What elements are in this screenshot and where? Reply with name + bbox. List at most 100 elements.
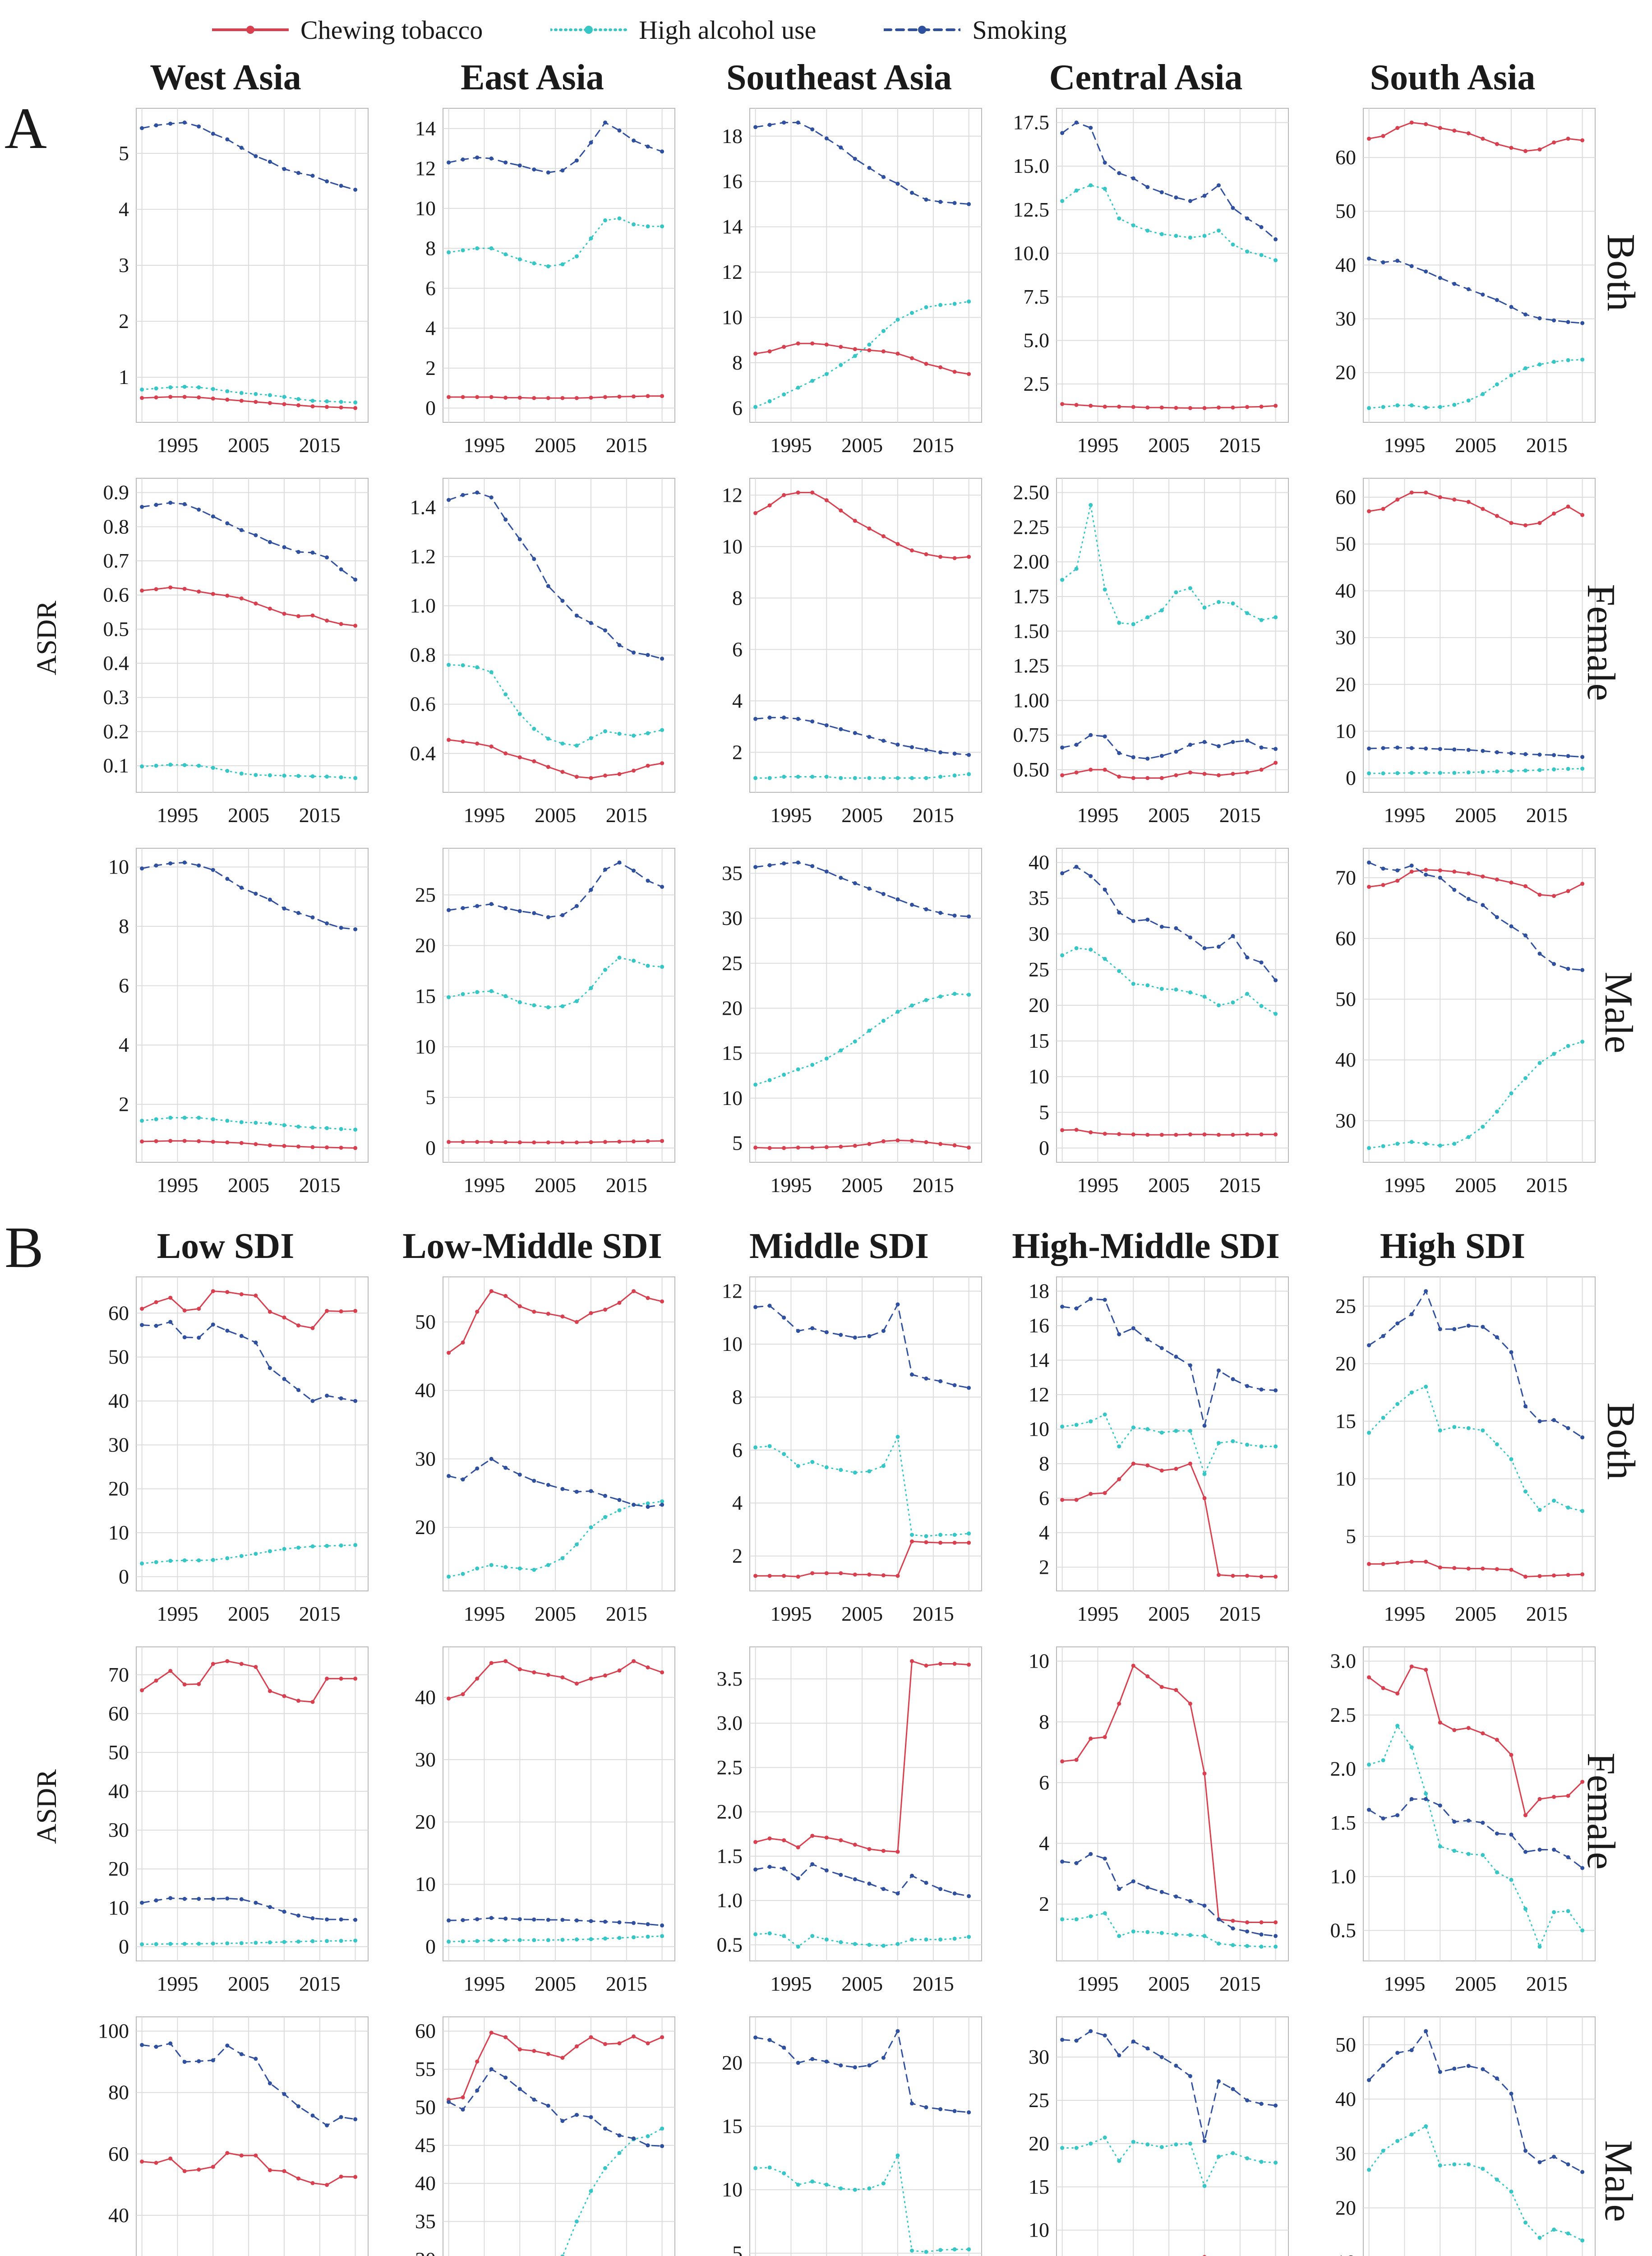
data-point (353, 1676, 358, 1681)
col-title-low-middle-sdi: Low-Middle SDI (402, 1226, 662, 1266)
chart-central-asia-male: 0 5 10 15 20 25 30 35 40 1995 2005 2015 (997, 841, 1295, 1211)
data-point (1495, 382, 1499, 387)
data-point (796, 1145, 800, 1150)
data-point (910, 311, 914, 315)
data-point (767, 863, 772, 868)
data-point (1580, 1509, 1585, 1513)
data-point (617, 1936, 622, 1940)
data-point (168, 2156, 173, 2161)
y-tick-label: 14 (1029, 1349, 1049, 1372)
data-point (1174, 195, 1178, 200)
data-point (1231, 2087, 1235, 2091)
data-point (1089, 1419, 1093, 1424)
data-point (1060, 199, 1065, 203)
data-point (1495, 1567, 1499, 1572)
data-point (1231, 740, 1235, 744)
data-point (1523, 1907, 1527, 1911)
data-point (447, 995, 451, 999)
data-point (952, 201, 957, 205)
data-point (574, 2219, 579, 2224)
data-point (1245, 405, 1250, 409)
data-point (1274, 258, 1278, 263)
x-tick-label: 2005 (841, 804, 883, 827)
data-point (1074, 402, 1079, 407)
data-point (1060, 1498, 1065, 1502)
data-point (532, 557, 536, 561)
data-point (617, 1498, 622, 1502)
data-point (325, 2123, 329, 2127)
data-point (910, 1373, 914, 1377)
data-point (310, 1326, 315, 1330)
data-point (632, 650, 636, 655)
data-point (1537, 952, 1542, 956)
data-point (632, 2136, 636, 2140)
series-alcohol (1061, 185, 1277, 261)
data-point (782, 775, 786, 779)
y-tick-label: 10 (1029, 1417, 1049, 1440)
x-tick-label: 1995 (1077, 434, 1118, 457)
data-point (325, 1145, 329, 1150)
data-point (967, 753, 971, 757)
data-point (1367, 2078, 1371, 2082)
data-point (1202, 2184, 1207, 2188)
data-point (1203, 2255, 1206, 2256)
y-tick-label: 70 (108, 1663, 129, 1686)
data-point (140, 1323, 144, 1327)
data-point (503, 2035, 508, 2039)
data-point (197, 1139, 201, 1143)
data-point (853, 2187, 857, 2192)
data-point (1131, 1879, 1135, 1884)
series-smoking (141, 1897, 356, 1921)
y-tick-label: 40 (1335, 2087, 1356, 2110)
data-point (560, 1937, 565, 1942)
data-point (603, 628, 607, 633)
data-point (824, 869, 829, 874)
data-point (1552, 360, 1556, 364)
data-point (182, 395, 187, 399)
data-point (1395, 1691, 1400, 1696)
y-tick-label: 25 (1029, 2089, 1049, 2112)
data-point (853, 1335, 857, 1340)
data-point (824, 1465, 829, 1470)
data-point (1074, 2146, 1079, 2150)
data-point (1159, 1931, 1164, 1935)
data-point (503, 1916, 508, 1921)
data-point (532, 167, 536, 172)
data-point (168, 763, 173, 767)
x-tick-label: 2015 (1526, 1602, 1568, 1625)
y-tick-label: 10 (1029, 1065, 1049, 1088)
data-point (1580, 882, 1585, 886)
data-point (753, 125, 758, 129)
series-chewing (1062, 403, 1276, 409)
plot-central-asia-female: 0.500.751.001.251.501.752.002.252.501995… (1013, 478, 1289, 827)
data-point (603, 395, 607, 399)
data-point (782, 392, 786, 397)
data-point (197, 589, 201, 594)
data-point (1424, 1791, 1428, 1796)
x-tick-label: 1995 (770, 1602, 812, 1625)
data-point (1259, 225, 1264, 229)
x-tick-label: 2015 (1219, 804, 1261, 827)
data-point (168, 1320, 173, 1324)
y-tick-label: 30 (415, 2248, 436, 2256)
data-point (1131, 776, 1135, 780)
data-point (154, 503, 158, 507)
data-point (867, 1942, 872, 1947)
data-point (461, 1340, 465, 1345)
data-point (546, 765, 550, 769)
data-point (254, 1552, 258, 1556)
data-point (617, 1300, 622, 1305)
series-smoking (141, 122, 356, 190)
data-point (1523, 752, 1527, 756)
data-point (1074, 1306, 1079, 1311)
series-chewing (755, 1540, 969, 1577)
series-chewing (1062, 1129, 1276, 1136)
data-point (1409, 863, 1414, 868)
data-point (239, 2052, 244, 2057)
data-point (782, 120, 786, 125)
data-point (938, 1379, 943, 1383)
data-point (1580, 321, 1585, 325)
data-point (140, 1119, 144, 1123)
y-tick-label: 1.2 (410, 545, 436, 568)
data-point (211, 1942, 215, 1946)
